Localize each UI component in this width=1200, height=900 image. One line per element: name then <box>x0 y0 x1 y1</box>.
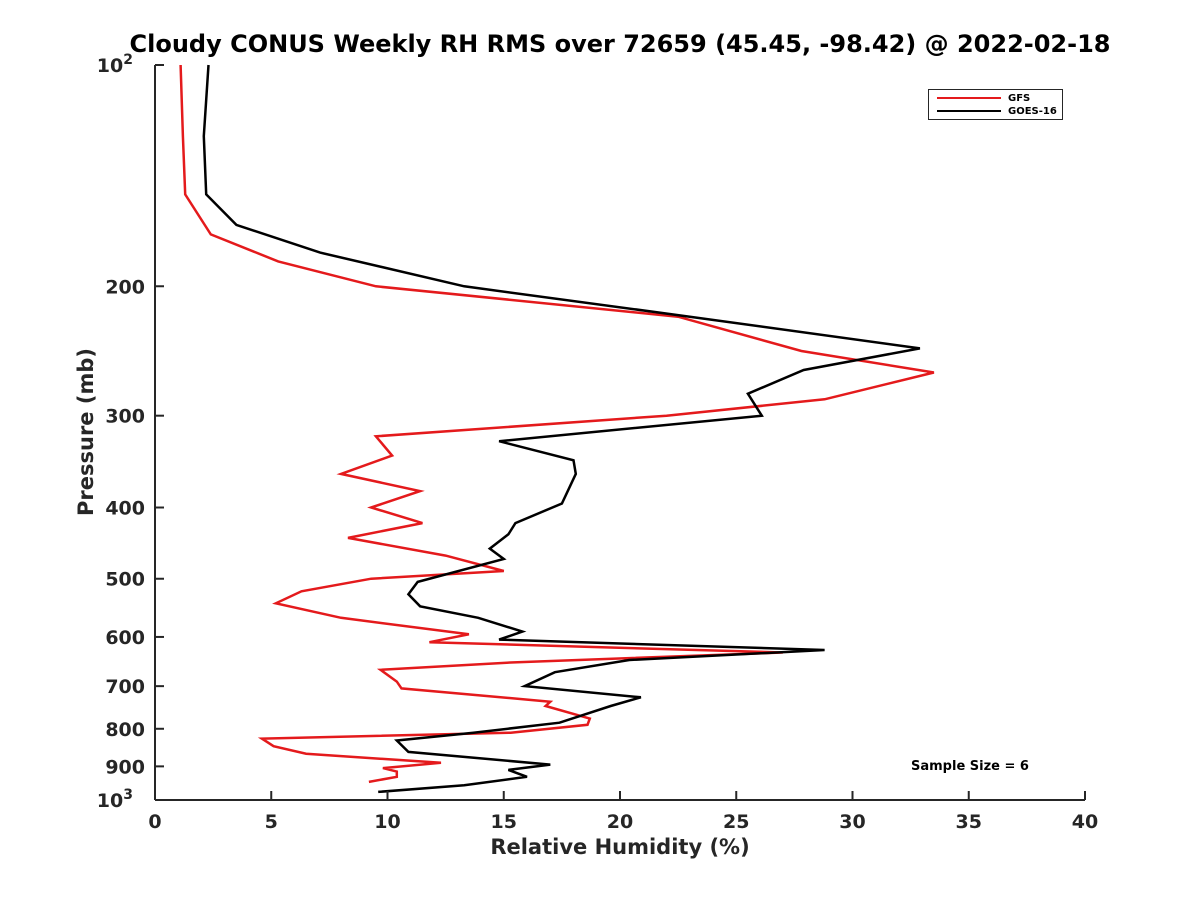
legend-swatch-gfs <box>937 97 1001 99</box>
y-axis-label: Pressure (mb) <box>74 348 98 516</box>
x-tick-label: 0 <box>148 811 161 833</box>
legend-item-gfs: GFS <box>937 92 1030 104</box>
x-tick-label: 30 <box>839 811 865 833</box>
x-tick-label: 20 <box>607 811 633 833</box>
y-tick-label: 500 <box>105 569 145 591</box>
x-axis-label: Relative Humidity (%) <box>490 835 750 859</box>
x-tick-label: 35 <box>956 811 982 833</box>
x-tick-label: 25 <box>723 811 749 833</box>
y-tick-label: 700 <box>105 676 145 698</box>
y-tick-label: 800 <box>105 719 145 741</box>
legend-swatch-goes16 <box>937 110 1001 112</box>
sample-size-annotation: Sample Size = 6 <box>911 759 1029 774</box>
y-tick-label: 300 <box>105 406 145 428</box>
chart-title: Cloudy CONUS Weekly RH RMS over 72659 (4… <box>129 30 1111 58</box>
y-tick-label: 102 <box>97 52 133 77</box>
x-tick-label: 5 <box>265 811 278 833</box>
legend-label-goes16: GOES-16 <box>1008 105 1057 117</box>
x-tick-label: 15 <box>491 811 517 833</box>
y-tick-label: 200 <box>105 276 145 298</box>
x-tick-label: 40 <box>1072 811 1098 833</box>
series-line-gfs <box>179 64 935 784</box>
y-tick-label: 600 <box>105 627 145 649</box>
y-tick-label: 400 <box>105 498 145 520</box>
legend: GFS GOES-16 <box>928 89 1063 120</box>
legend-label-gfs: GFS <box>1008 92 1031 104</box>
legend-item-goes16: GOES-16 <box>937 105 1057 117</box>
y-tick-label: 103 <box>97 787 133 812</box>
y-tick-label: 900 <box>105 756 145 778</box>
series-line-goes16 <box>202 64 921 794</box>
x-tick-label: 10 <box>374 811 400 833</box>
